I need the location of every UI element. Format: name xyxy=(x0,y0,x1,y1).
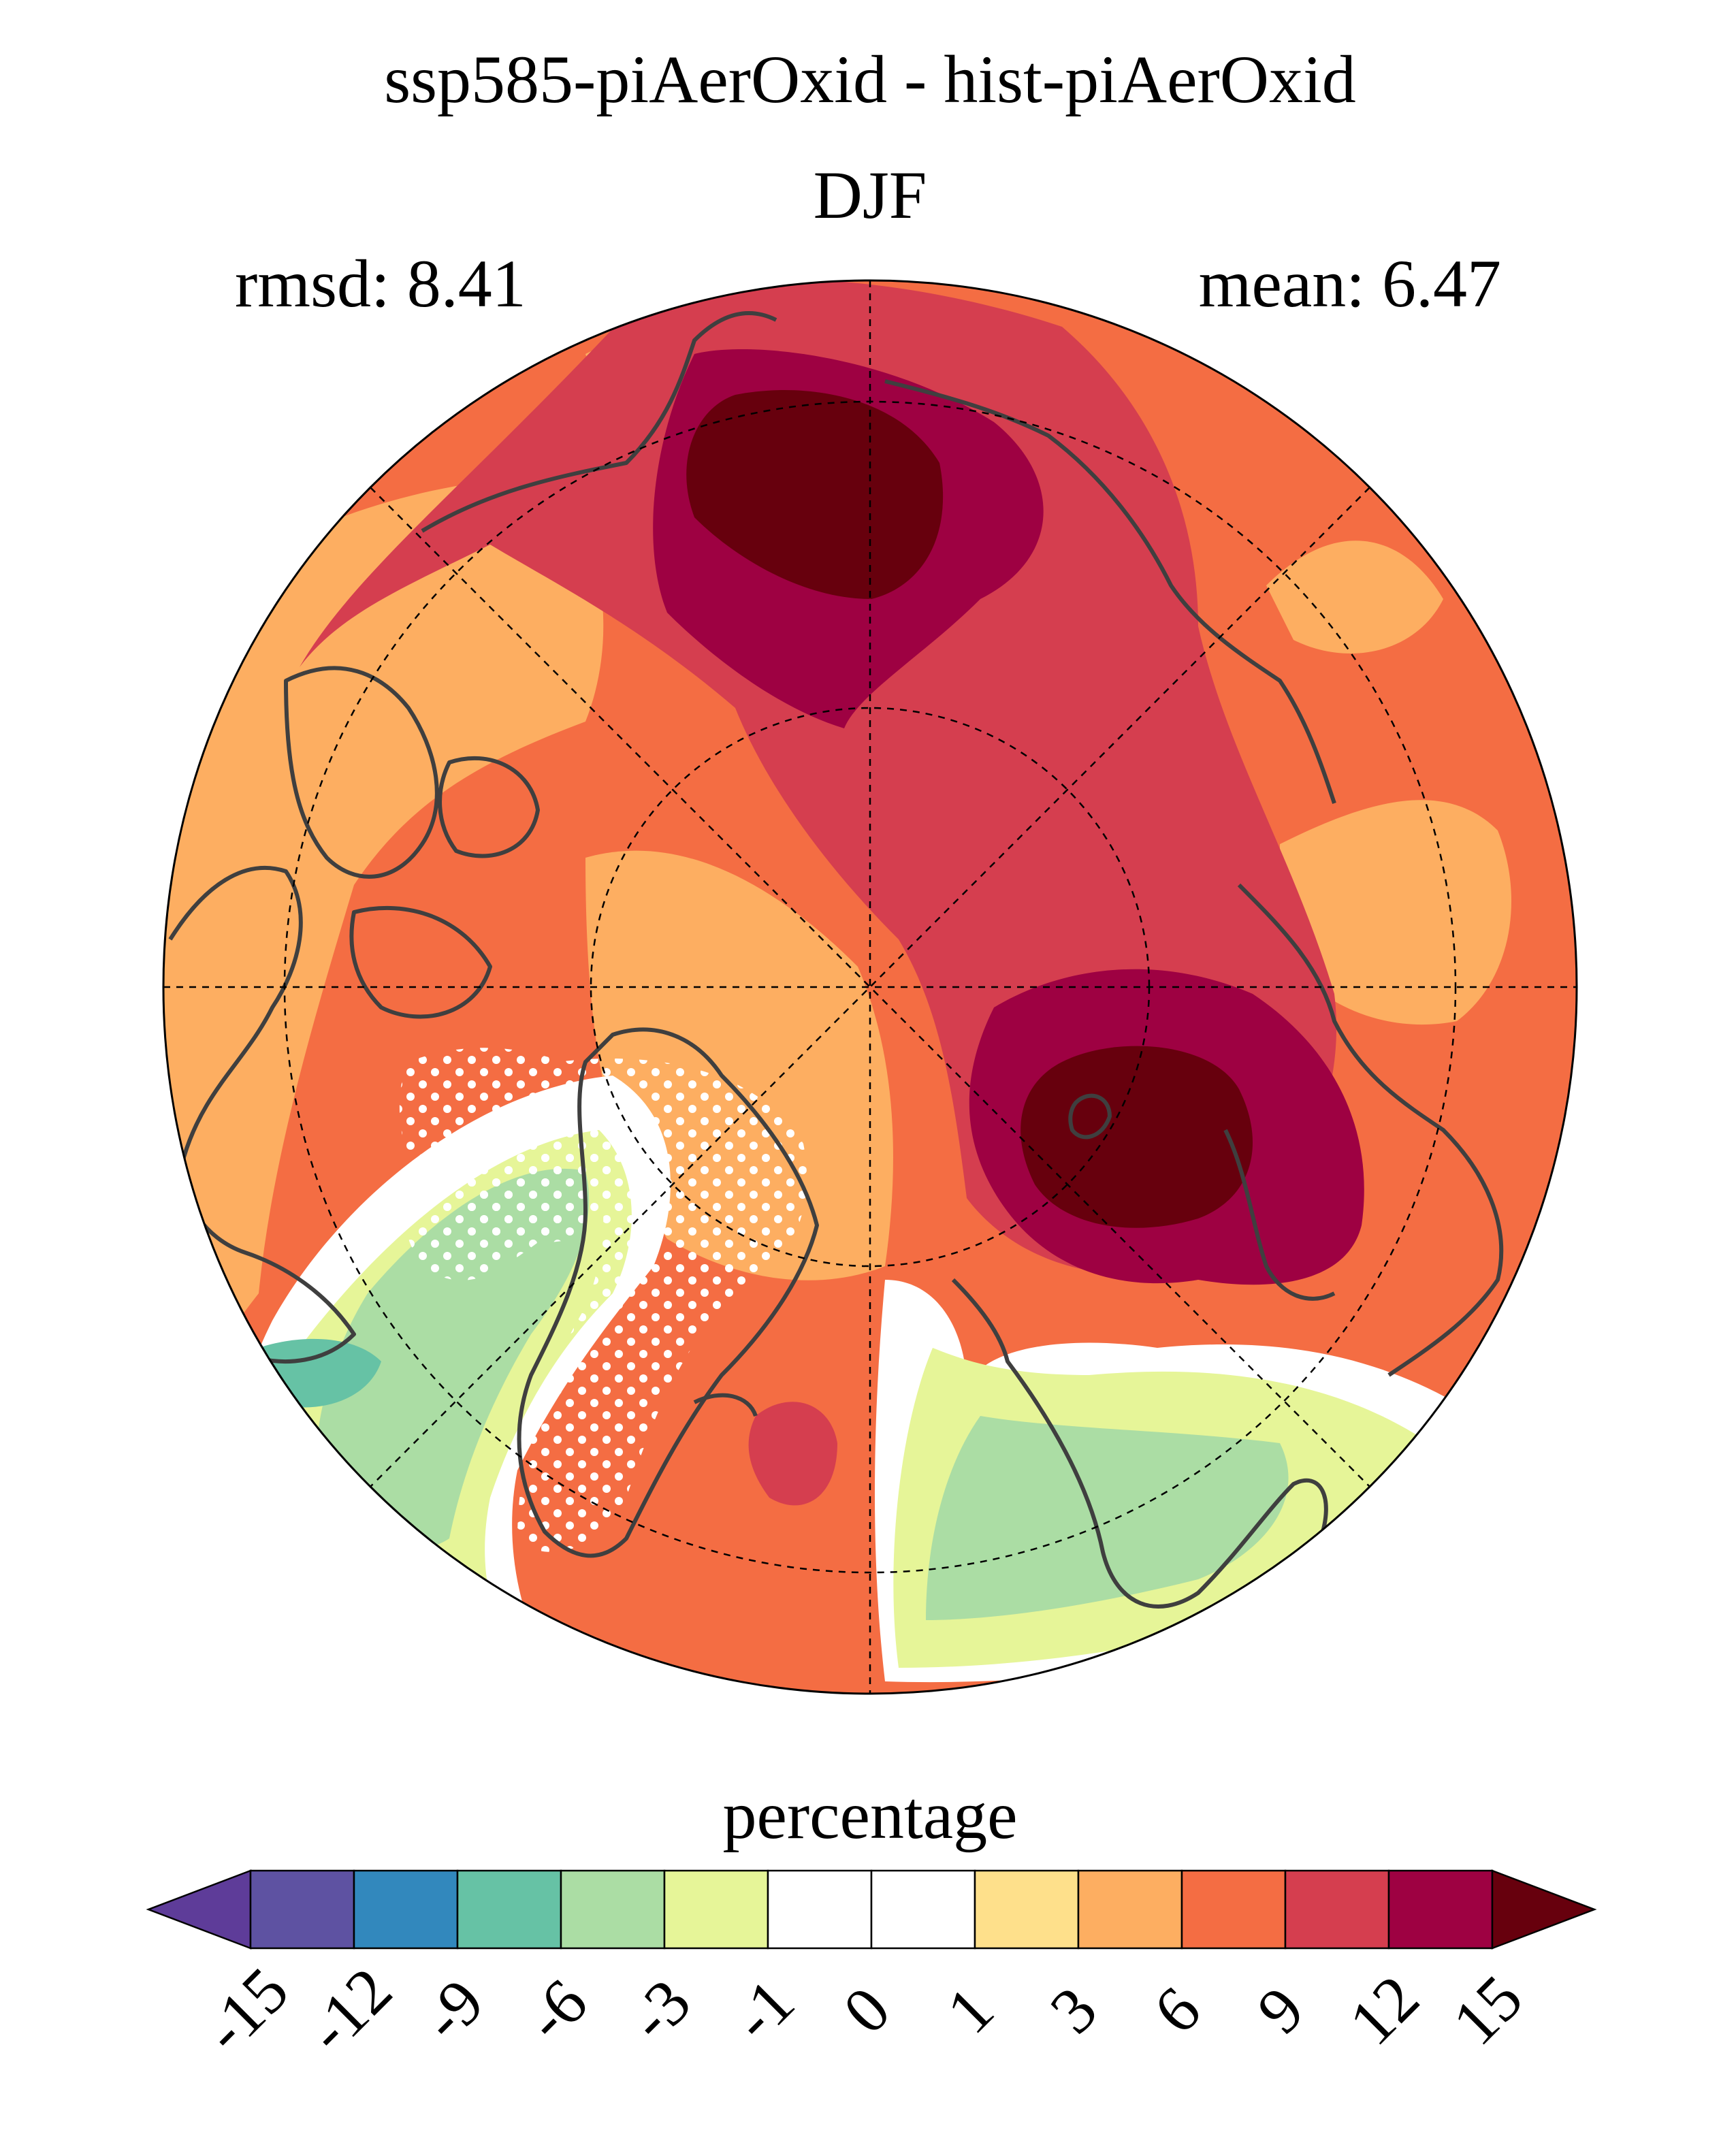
chart-subtitle: DJF xyxy=(814,157,927,233)
colorbar-box xyxy=(1284,1869,1390,1950)
colorbar-tick-label: -15 xyxy=(189,1954,302,2067)
coastline-eurasia-north xyxy=(1237,883,1504,1377)
coastline-scandinavia xyxy=(951,1278,1328,1609)
coastlines xyxy=(168,311,1504,1609)
graticule xyxy=(163,280,1577,1694)
colorbar: percentage -15-12 -9 -6 -3 -1 0 1 3 6 9 12 15 xyxy=(146,1777,1597,2067)
colorbar-box xyxy=(767,1869,873,1950)
chart-title: ssp585-piAerOxid - hist-piAerOxid xyxy=(384,42,1356,117)
rmsd-label: rmsd: 8.41 xyxy=(235,246,526,321)
polar-map xyxy=(163,280,1577,1694)
colorbar-tick-label: 6 xyxy=(1140,1973,1215,2048)
colorbar-tick-label: -12 xyxy=(293,1954,406,2067)
colorbar-tick-label: -3 xyxy=(614,1965,704,2054)
coastline-greenland xyxy=(517,1027,819,1558)
colorbar-tick-label: 1 xyxy=(933,1973,1008,2048)
coastline-novaya-zemlya xyxy=(1223,1129,1336,1301)
colorbar-tick-label: -1 xyxy=(718,1965,807,2054)
stippling-labrador xyxy=(408,1137,599,1280)
contour-max-siberia xyxy=(686,390,944,599)
coastline-north-america xyxy=(168,865,356,1363)
colorbar-ticks: -15-12 -9 -6 -3 -1 0 1 3 6 9 12 15 xyxy=(189,1954,1537,2067)
colorbar-box xyxy=(456,1869,562,1950)
contour-max-barents xyxy=(1020,1046,1253,1228)
contour-band-3-6-northeast xyxy=(1266,540,1443,653)
colorbar-box xyxy=(560,1869,666,1950)
colorbar-label: percentage xyxy=(722,1777,1017,1853)
contour-band-3-6-east xyxy=(1280,800,1511,1025)
meridian-45-225 xyxy=(370,487,1370,1487)
mean-label: mean: 6.47 xyxy=(1199,246,1501,321)
colorbar-box xyxy=(1180,1869,1287,1950)
contour-band-minus3-minus6-scandinavia xyxy=(926,1416,1289,1620)
coastline-svalbard xyxy=(1068,1093,1112,1140)
colorbar-box xyxy=(249,1869,355,1950)
colorbar-tick-label: -9 xyxy=(407,1965,497,2054)
colorbar-tick-label: 9 xyxy=(1243,1973,1318,2048)
colorbar-box xyxy=(870,1869,976,1950)
stippling-atlantic-band xyxy=(517,1059,807,1552)
colorbar-box xyxy=(353,1869,459,1950)
colorbar-tick-label: 3 xyxy=(1036,1973,1111,2048)
coastline-siberia xyxy=(421,311,1336,804)
colorbar-tick-label: -6 xyxy=(511,1965,600,2054)
contour-band-minus3-minus6-labrador xyxy=(313,1168,590,1550)
colorbar-extend-low xyxy=(146,1869,252,1950)
colorbar-box xyxy=(1387,1869,1494,1950)
coastline-iceland xyxy=(693,1393,758,1417)
map-border xyxy=(162,279,1578,1695)
colorbar-box xyxy=(974,1869,1080,1950)
colorbar-box xyxy=(663,1869,769,1950)
colorbar-tick-label: 15 xyxy=(1438,1961,1537,2059)
coastline-canada-archipelago xyxy=(284,666,540,1019)
contour-band-3-6-west xyxy=(163,477,604,1390)
colorbar-extend-high xyxy=(1491,1869,1597,1950)
colorbar-box xyxy=(1077,1869,1183,1950)
colorbar-tick-label: 12 xyxy=(1335,1961,1433,2059)
meridian-135-315 xyxy=(370,487,1370,1487)
colorbar-tick-label: 0 xyxy=(829,1973,904,2048)
colorbar-boxes xyxy=(146,1869,1597,1950)
contour-band-9-12-atlantic xyxy=(748,1402,837,1506)
